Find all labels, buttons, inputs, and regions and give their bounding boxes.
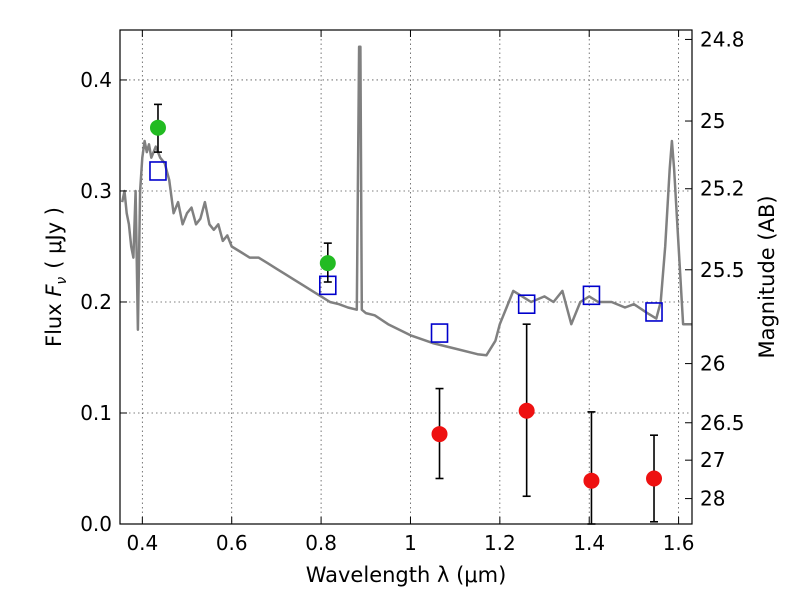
y2-tick-label: 27 <box>700 448 725 472</box>
model-square-marker <box>517 294 536 314</box>
y2-tick-label: 26 <box>700 352 725 376</box>
data-point-marker <box>518 402 535 419</box>
x-tick-label: 0.6 <box>216 531 248 555</box>
x-axis-label: Wavelength λ (μm) <box>306 563 507 587</box>
y2-tick-label: 28 <box>700 487 725 511</box>
y-axis-label-subscript: ν <box>54 277 70 285</box>
y-axis-label-symbol: F <box>42 284 66 297</box>
y2-tick-label: 24.8 <box>700 27 745 51</box>
x-tick-label: 1.4 <box>573 531 605 555</box>
y-tick-label: 0.1 <box>80 401 112 425</box>
x-tick-label: 1.6 <box>663 531 695 555</box>
axis-tick-labels: 0.4 0.6 0.8 1 1.2 1.4 1.6 0.0 0.1 0.2 0.3 0.4 24.8 25… <box>80 27 744 555</box>
y2-tick-label: 25 <box>700 109 725 133</box>
y-tick-label: 0.4 <box>80 68 112 92</box>
spectrum-line <box>120 45 692 357</box>
x-tick-label: 0.8 <box>305 531 337 555</box>
y2-tick-label: 25.2 <box>700 177 745 201</box>
axis-ticks <box>120 30 692 525</box>
photometry-markers <box>149 103 663 525</box>
data-point-marker <box>319 255 336 272</box>
y2-axis-label: Magnitude (AB) <box>755 195 779 358</box>
data-point-marker <box>149 119 166 136</box>
y-tick-label: 0.3 <box>80 179 112 203</box>
model-square-marker <box>582 285 601 306</box>
data-point-marker <box>431 426 448 443</box>
model-square-marker <box>430 323 449 343</box>
model-square-marker <box>645 302 663 322</box>
x-tick-label: 1.2 <box>484 531 516 555</box>
y-axis-label-unit: ( μJy ) <box>42 207 66 269</box>
data-point-marker <box>583 472 600 489</box>
grid-lines <box>120 30 692 525</box>
x-tick-label: 1 <box>404 531 417 555</box>
y-tick-label: 0.2 <box>80 290 112 314</box>
y2-tick-label: 26.5 <box>700 411 745 435</box>
model-spectrum-line <box>120 45 692 357</box>
y2-tick-label: 25.5 <box>700 258 745 282</box>
plot-frame <box>119 29 693 525</box>
y-tick-label: 0.0 <box>80 512 112 536</box>
x-tick-label: 0.4 <box>126 531 158 555</box>
data-point-marker <box>646 470 663 487</box>
y-axis-label-prefix: Flux <box>42 297 66 347</box>
y-axis-label: Flux Fν ( μJy ) <box>42 207 70 347</box>
model-square-marker <box>149 161 167 181</box>
